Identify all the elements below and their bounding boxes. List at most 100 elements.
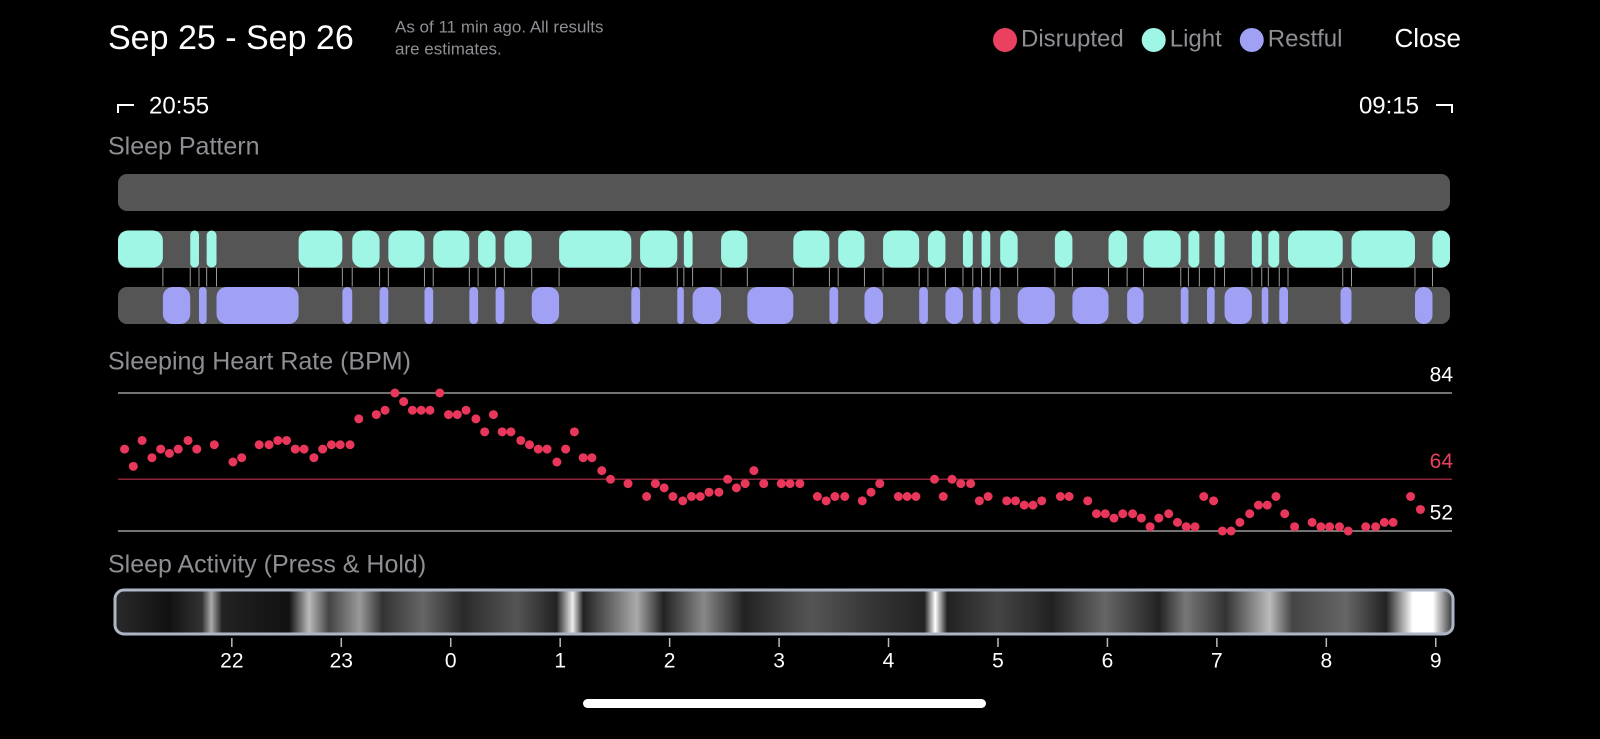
heart-rate-point [1118, 509, 1128, 519]
activity-strip[interactable] [113, 588, 1455, 636]
heart-rate-point [687, 492, 697, 501]
heart-rate-point [542, 444, 552, 454]
sleep-segment [838, 230, 865, 268]
x-tick-label: 3 [773, 650, 785, 673]
legend-label: Restful [1268, 25, 1343, 52]
heart-rate-point [488, 410, 498, 420]
heart-rate-point [723, 474, 733, 484]
heart-rate-point [1245, 509, 1255, 519]
heart-rate-point [840, 492, 850, 501]
sleep-segment [559, 230, 632, 268]
heart-rate-point [740, 479, 750, 489]
heart-rate-point [1164, 509, 1174, 519]
heart-rate-point [731, 483, 741, 493]
heart-rate-point [776, 479, 786, 489]
sleep-segment [495, 287, 505, 324]
heart-rate-point [1100, 509, 1110, 519]
heart-rate-point [335, 440, 345, 450]
heart-rate-point [164, 448, 174, 458]
heart-rate-point [1307, 517, 1317, 527]
range-start: 20:55 [149, 92, 209, 119]
heart-rate-point [1334, 522, 1344, 532]
heart-rate-point [714, 487, 724, 497]
heart-rate-point [128, 461, 138, 471]
sleep-segment [342, 287, 353, 324]
heart-rate-point [273, 435, 283, 445]
heart-rate-point [345, 440, 355, 450]
heart-rate-point [1343, 526, 1353, 536]
note: are estimates. [395, 39, 502, 58]
heart-rate-point [561, 444, 571, 454]
activity-axis: 22 23 0 1 2 3 4 5 6 7 8 9 [220, 638, 1442, 673]
heart-rate-point [569, 427, 579, 437]
sleep-segment [198, 287, 207, 324]
heart-rate-point [1109, 513, 1119, 523]
sleep-segment [216, 287, 299, 324]
heart-rate-point [929, 474, 939, 484]
heart-rate-point [156, 444, 166, 454]
range-end-bracket [1436, 104, 1453, 113]
heart-rate-point [282, 435, 292, 445]
sleep-pattern [118, 230, 1450, 324]
sleep-segment [945, 287, 963, 324]
sleep-segment [1432, 230, 1450, 268]
heart-rate-point [659, 483, 669, 493]
heart-rate-point [1371, 522, 1381, 532]
heart-rate-point [1028, 500, 1038, 510]
sleep-segment [433, 230, 470, 268]
heart-rate-point [326, 440, 336, 450]
heart-rate-point [407, 405, 417, 415]
heart-rate-point [471, 414, 481, 424]
sleep-segment [962, 230, 973, 268]
heart-rate-point [893, 492, 903, 501]
heart-rate-point [290, 444, 300, 454]
heart-rate-point [254, 440, 264, 450]
home-indicator [583, 699, 986, 708]
sleep-segment [1143, 230, 1181, 268]
sleep-segment [864, 287, 884, 324]
heart-rate-point [857, 496, 867, 506]
heart-rate-point [1154, 513, 1164, 523]
sleep-segment [1340, 287, 1352, 324]
heart-rate-point [902, 492, 912, 501]
sleep-segment [388, 230, 425, 268]
heart-rate-point [264, 440, 274, 450]
heart-rate-point [552, 457, 562, 467]
legend-label: Disrupted [1021, 25, 1124, 52]
sleep-segment [721, 230, 748, 268]
heart-rate-point [974, 496, 984, 506]
heart-rate-point [209, 440, 219, 450]
heart-rate-point [785, 479, 795, 489]
legend-marker [1141, 28, 1166, 52]
sleep-segment [990, 287, 1001, 324]
heart-rate-point [875, 479, 885, 489]
heart-rate-point [416, 405, 426, 415]
heart-rate-point [120, 444, 130, 454]
sleep-segment [469, 287, 479, 324]
heart-rate-point [966, 479, 976, 489]
heart-rate-point [371, 410, 381, 420]
close-button[interactable]: Close [1395, 23, 1461, 53]
range-end: 09:15 [1359, 92, 1419, 119]
sleep-segment [1414, 287, 1433, 324]
x-tick-label: 6 [1102, 650, 1114, 673]
heart-rate-point [587, 453, 597, 463]
section-title: Sleep Pattern [108, 133, 260, 161]
sleep-segment [692, 287, 722, 324]
sleep-segment [1072, 287, 1109, 324]
heart-rate-point [830, 492, 840, 501]
sleep-segment [829, 287, 839, 324]
heart-rate-point [354, 414, 364, 424]
legend: Disrupted Light Restful [993, 25, 1342, 52]
range-start-bracket [117, 104, 134, 113]
x-tick-label: 4 [883, 650, 895, 673]
heart-rate-point [597, 466, 607, 476]
heart-rate-point [309, 453, 319, 463]
sleep-segment [1261, 287, 1269, 324]
heart-rate-point [506, 427, 516, 437]
heart-rate-point [1190, 522, 1200, 532]
heart-rate-point [704, 487, 714, 497]
heart-rate-point [497, 427, 507, 437]
